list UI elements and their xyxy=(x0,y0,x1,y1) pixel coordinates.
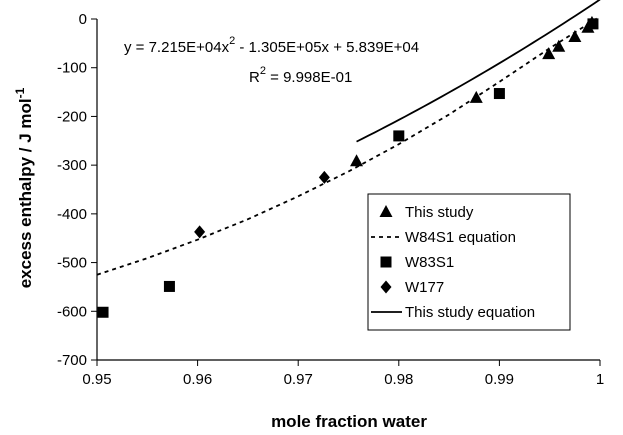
regression-equation: y = 7.215E+04x2 - 1.305E+05x + 5.839E+04 xyxy=(124,35,419,56)
square-point xyxy=(163,280,175,292)
y-tick-label: -400 xyxy=(57,206,87,223)
x-tick-label: 0.95 xyxy=(82,371,111,388)
y-tick-label: -600 xyxy=(57,303,87,320)
x-tick-label: 0.96 xyxy=(183,371,212,388)
legend-label: W177 xyxy=(405,279,444,296)
legend-label: W83S1 xyxy=(405,254,454,271)
legend-box xyxy=(367,193,571,331)
legend-label: W84S1 equation xyxy=(405,229,516,246)
y-axis-title: excess enthalpy / J mol-1 xyxy=(13,87,35,288)
legend-triangle-icon xyxy=(379,205,393,217)
square-point xyxy=(393,130,405,142)
y-tick-label: -500 xyxy=(57,255,87,272)
w84s1-equation-line xyxy=(96,15,601,276)
legend: This study W84S1 equation W83S1 W177 This st… xyxy=(367,193,571,331)
y-tick-label: -300 xyxy=(57,157,87,174)
triangle-point xyxy=(568,30,582,43)
y-tick-label: 0 xyxy=(79,11,87,28)
legend-diamond-icon xyxy=(380,280,392,294)
x-tick-label: 0.98 xyxy=(384,371,413,388)
axes xyxy=(96,19,600,361)
legend-label: This study xyxy=(405,204,474,221)
triangle-point xyxy=(350,154,364,167)
square-point xyxy=(97,306,109,318)
triangle-point xyxy=(469,90,483,103)
curves xyxy=(96,0,601,276)
x-axis-title: mole fraction water xyxy=(271,412,427,431)
x-ticks: 0.95 0.96 0.97 0.98 0.99 1 xyxy=(82,360,604,388)
x-tick-label: 1 xyxy=(596,371,604,388)
triangle-point xyxy=(542,47,556,60)
legend-square-icon xyxy=(380,256,392,268)
this-study-equation-line xyxy=(356,0,601,143)
diamond-point xyxy=(194,225,206,239)
diamond-point xyxy=(318,170,330,184)
y-tick-label: -100 xyxy=(57,60,87,77)
r-squared: R2 = 9.998E-01 xyxy=(249,65,352,86)
square-point xyxy=(493,88,505,100)
legend-label: This study equation xyxy=(405,304,535,321)
markers xyxy=(97,15,599,318)
triangle-point xyxy=(552,39,566,52)
y-tick-label: -700 xyxy=(57,352,87,369)
square-point xyxy=(587,18,599,30)
y-tick-label: -200 xyxy=(57,108,87,125)
x-tick-label: 0.99 xyxy=(485,371,514,388)
x-tick-label: 0.97 xyxy=(284,371,313,388)
y-ticks: 0 -100 -200 -300 -400 -500 -600 -700 xyxy=(57,11,97,369)
